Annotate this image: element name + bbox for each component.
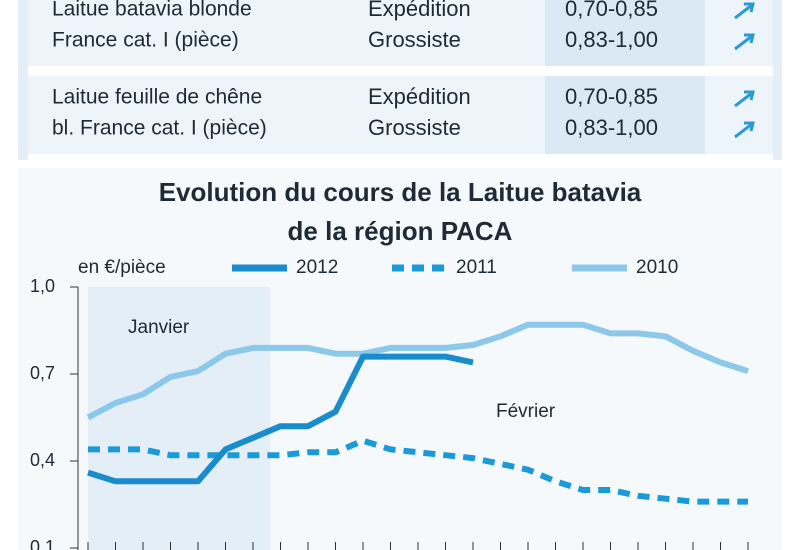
- legend-label: 2012: [296, 257, 338, 278]
- series-line: [87, 353, 474, 485]
- january-shade: [88, 287, 270, 550]
- price-column: [545, 0, 705, 155]
- product: Laitue feuille de chêne: [52, 86, 262, 109]
- y-tick-label: 0,1: [30, 537, 55, 550]
- product: Laitue batavia blonde: [52, 0, 252, 21]
- annotation: Janvier: [128, 317, 190, 338]
- legend-label: 2011: [456, 257, 497, 278]
- y-tick-label: 0,4: [30, 450, 55, 470]
- price: 0,70-0,85: [565, 84, 658, 109]
- chart-title: de la région PACA: [288, 216, 513, 246]
- price: 0,70-0,85: [565, 0, 658, 21]
- price: 0,83-1,00: [565, 115, 658, 140]
- trend-arrow: [734, 2, 755, 20]
- annotation: Février: [496, 401, 556, 422]
- product: France cat. I (pièce): [52, 29, 239, 52]
- trend-arrow: [734, 90, 755, 108]
- trend-arrow: [734, 121, 755, 139]
- stage: Expédition: [368, 0, 471, 21]
- stage: Expédition: [368, 84, 471, 109]
- product: bl. France cat. I (pièce): [52, 117, 267, 140]
- y-tick-label: 1,0: [30, 276, 55, 296]
- series-line: [86, 321, 749, 421]
- price: 0,83-1,00: [565, 27, 658, 52]
- chart-title: Evolution du cours de la Laitue batavia: [159, 177, 642, 207]
- legend-label: 2010: [636, 257, 678, 278]
- stage: Grossiste: [368, 115, 461, 140]
- row-separator: [28, 154, 773, 164]
- series-line: [88, 437, 748, 505]
- y-tick-label: 0,7: [30, 363, 55, 383]
- y-axis-label: en €/pièce: [78, 257, 166, 278]
- trend-arrow: [734, 33, 755, 51]
- row-separator: [28, 66, 773, 76]
- stage: Grossiste: [368, 27, 461, 52]
